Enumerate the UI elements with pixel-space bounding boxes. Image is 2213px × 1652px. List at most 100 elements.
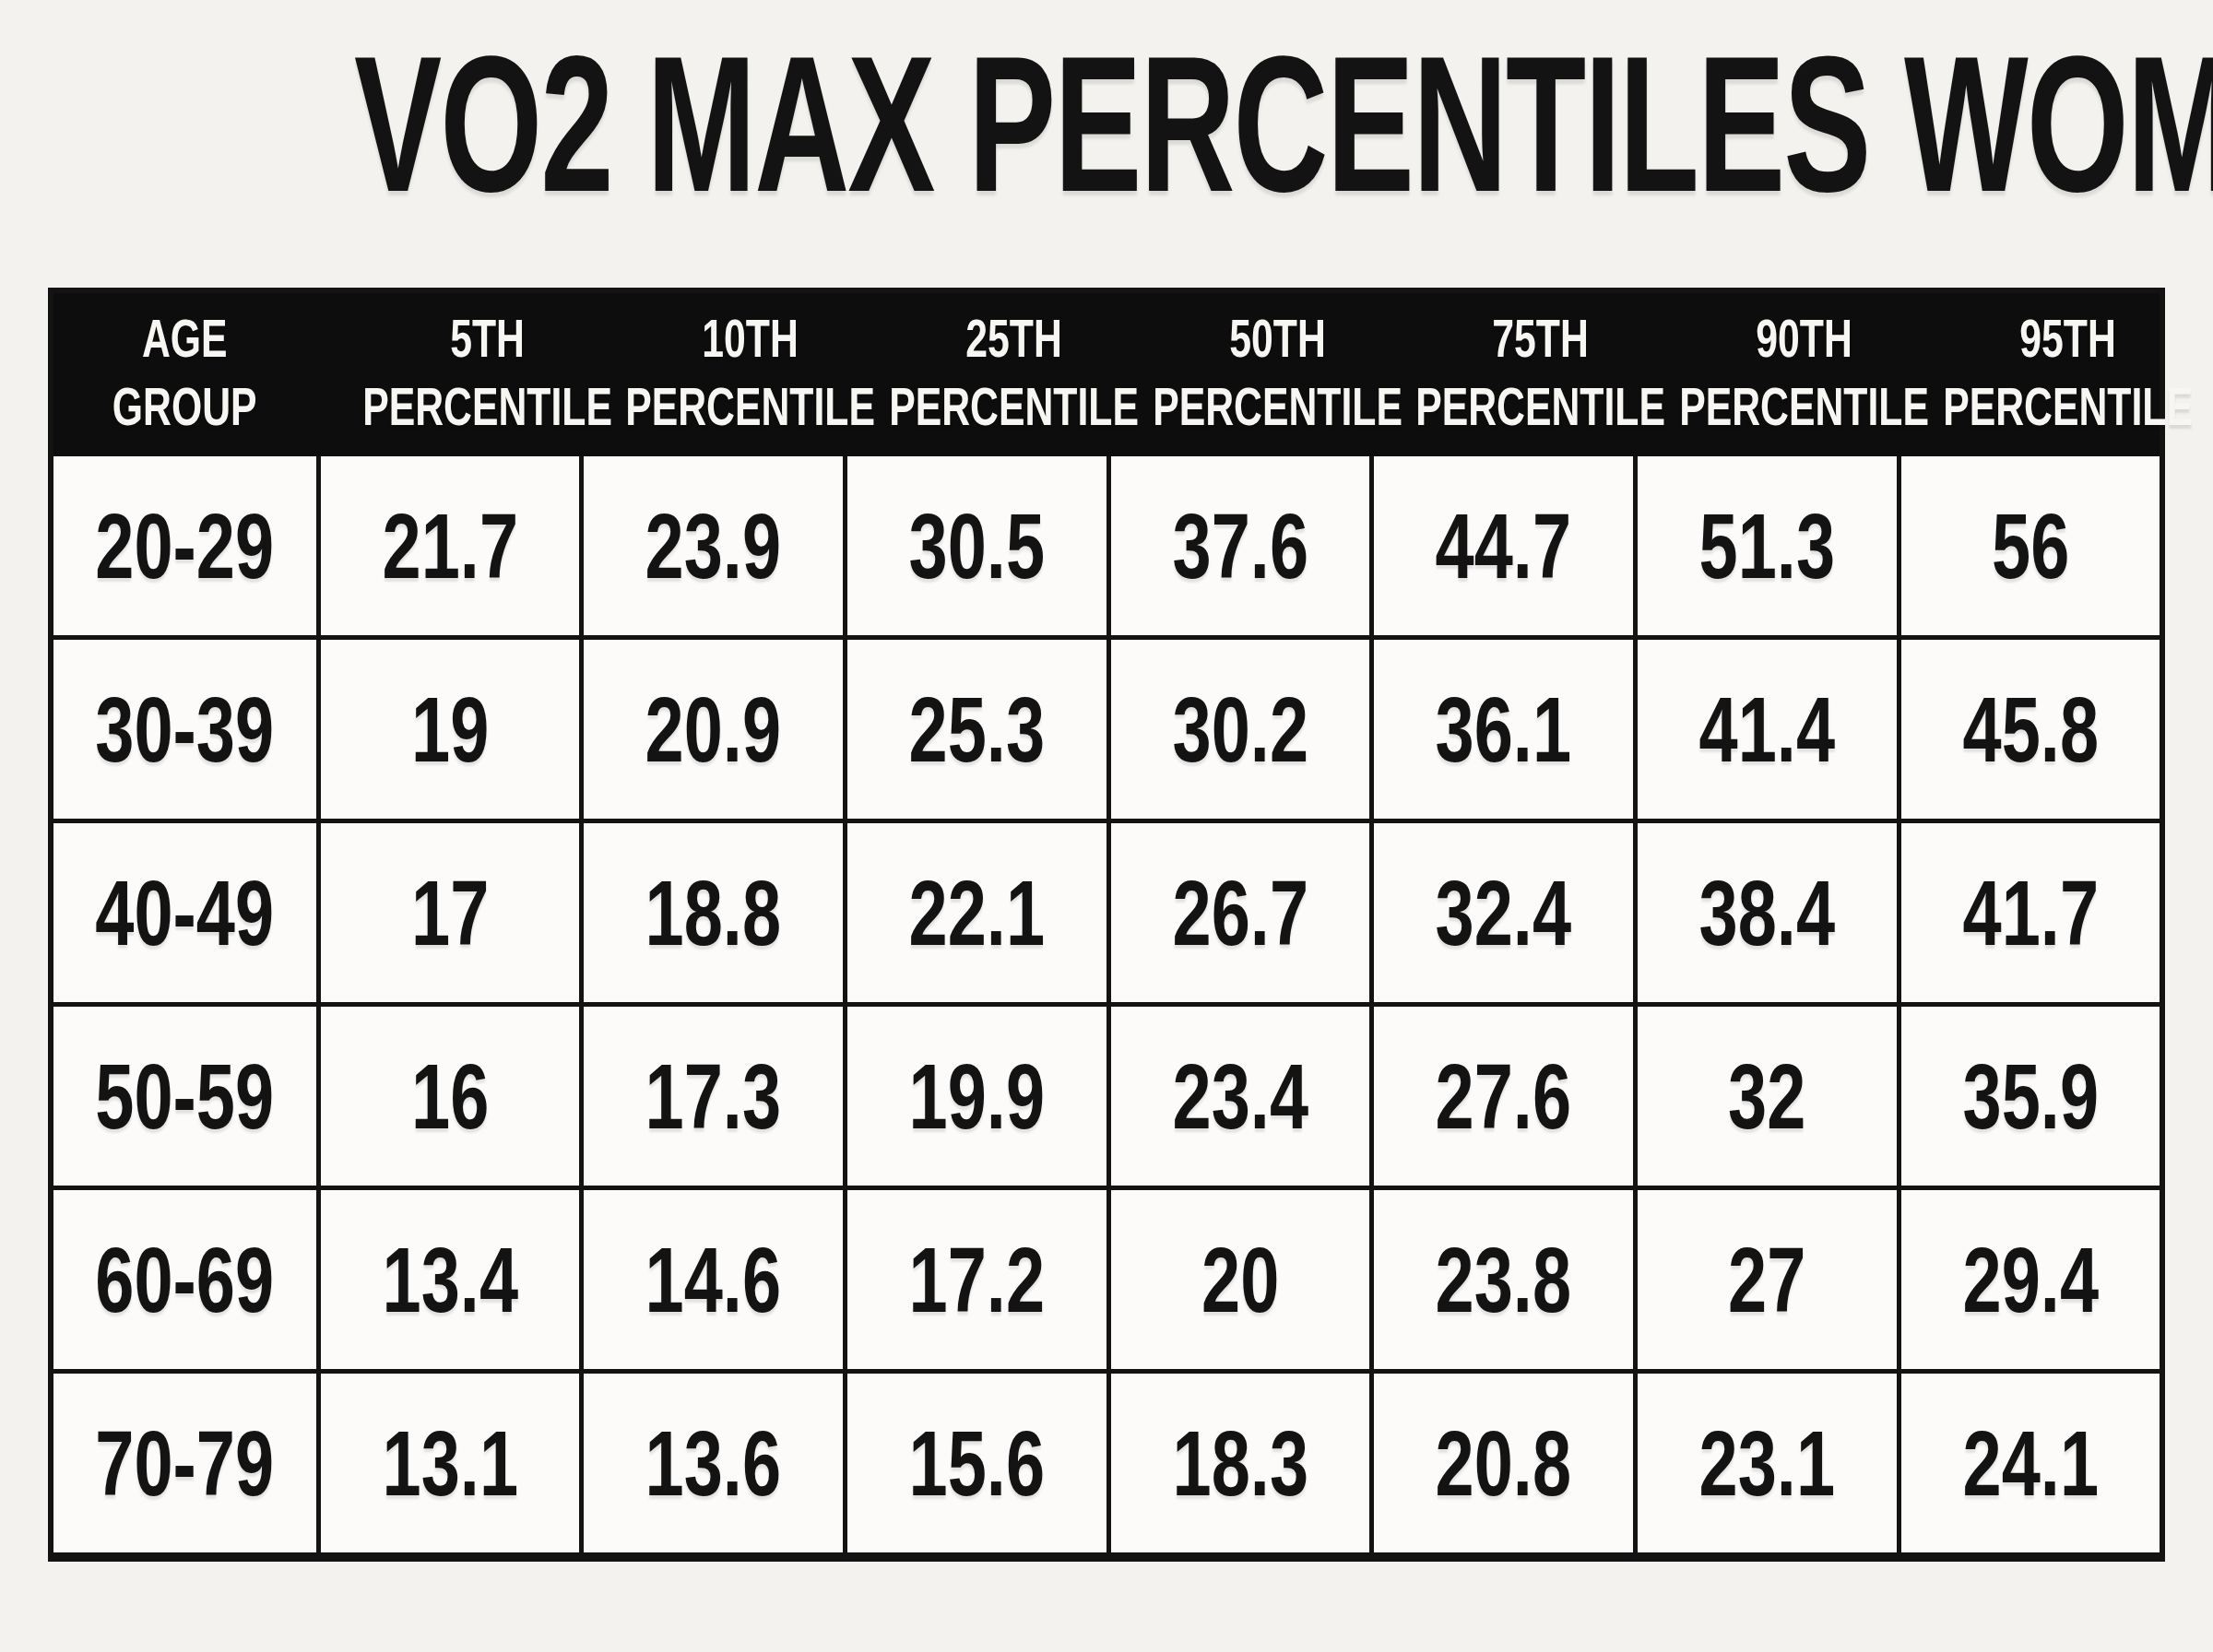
table-row-20-29: 20-29 21.7 23.9 30.5 37.6 44.7 51.3 56 [51,454,2162,638]
age-group-cell: 60-69 [51,1188,318,1372]
age-group-label: 40-49 [95,860,274,966]
value-cell: 41.7 [1899,821,2162,1005]
value-label: 23.1 [1699,1410,1835,1516]
value-label: 35.9 [1962,1044,2098,1150]
value-label: 41.7 [1962,860,2098,966]
value-cell: 38.4 [1636,821,1899,1005]
column-header-label: 95TH PERCENTILE [1943,304,2193,441]
value-cell: 30.2 [1108,638,1372,821]
value-label: 23.8 [1436,1227,1571,1333]
value-label: 56 [1992,493,2069,599]
column-header-10th-percentile: 10TH PERCENTILE [582,290,846,454]
value-cell: 41.4 [1636,638,1899,821]
value-cell: 27.6 [1372,1005,1636,1188]
value-cell: 32 [1636,1005,1899,1188]
value-cell: 44.7 [1372,454,1636,638]
value-label: 45.8 [1962,677,2098,783]
column-header-95th-percentile: 95TH PERCENTILE [1899,290,2162,454]
value-label: 30.2 [1172,677,1308,783]
value-label: 27 [1728,1227,1805,1333]
column-header-label: 5TH PERCENTILE [362,304,612,441]
column-header-90th-percentile: 90TH PERCENTILE [1636,290,1899,454]
value-cell: 32.4 [1372,821,1636,1005]
table-row-70-79: 70-79 13.1 13.6 15.6 18.3 20.8 23.1 24.1 [51,1372,2162,1558]
value-label: 32 [1728,1044,1805,1150]
value-label: 29.4 [1962,1227,2098,1333]
header-row: AGE GROUP 5TH PERCENTILE 10TH PERCENTILE… [51,290,2162,454]
table-row-30-39: 30-39 19 20.9 25.3 30.2 36.1 41.4 45.8 [51,638,2162,821]
value-label: 20.9 [645,677,781,783]
value-label: 38.4 [1699,860,1835,966]
value-label: 18.8 [645,860,781,966]
value-label: 14.6 [645,1227,781,1333]
page-title: VO2 MAX PERCENTILES WOMEN [354,28,1859,221]
value-label: 17.3 [645,1044,781,1150]
value-cell: 23.9 [582,454,846,638]
column-header-label: 90TH PERCENTILE [1679,304,1929,441]
value-label: 19 [411,677,489,783]
value-cell: 36.1 [1372,638,1636,821]
value-cell: 23.8 [1372,1188,1636,1372]
value-label: 32.4 [1436,860,1571,966]
value-label: 15.6 [909,1410,1045,1516]
column-header-label: 25TH PERCENTILE [889,304,1139,441]
column-header-5th-percentile: 5TH PERCENTILE [318,290,582,454]
table-row-50-59: 50-59 16 17.3 19.9 23.4 27.6 32 35.9 [51,1005,2162,1188]
value-cell: 23.4 [1108,1005,1372,1188]
value-cell: 14.6 [582,1188,846,1372]
value-cell: 27 [1636,1188,1899,1372]
age-group-cell: 50-59 [51,1005,318,1188]
age-group-cell: 70-79 [51,1372,318,1558]
value-cell: 13.4 [318,1188,582,1372]
value-label: 51.3 [1699,493,1835,599]
column-header-label: 50TH PERCENTILE [1153,304,1402,441]
age-group-cell: 20-29 [51,454,318,638]
value-label: 23.9 [645,493,781,599]
value-cell: 13.1 [318,1372,582,1558]
value-cell: 45.8 [1899,638,2162,821]
value-cell: 19.9 [845,1005,1108,1188]
infographic-page: VO2 MAX PERCENTILES WOMEN AGE GROUP 5TH … [0,28,2213,1652]
value-label: 20.8 [1436,1410,1571,1516]
value-cell: 23.1 [1636,1372,1899,1558]
value-label: 17.2 [909,1227,1045,1333]
value-cell: 18.8 [582,821,846,1005]
age-group-label: 30-39 [95,677,274,783]
value-cell: 13.6 [582,1372,846,1558]
table-row-40-49: 40-49 17 18.8 22.1 26.7 32.4 38.4 41.7 [51,821,2162,1005]
value-label: 17 [411,860,489,966]
value-cell: 35.9 [1899,1005,2162,1188]
value-label: 37.6 [1172,493,1308,599]
table-row-60-69: 60-69 13.4 14.6 17.2 20 23.8 27 29.4 [51,1188,2162,1372]
value-label: 27.6 [1436,1044,1571,1150]
value-cell: 25.3 [845,638,1108,821]
table-body: 20-29 21.7 23.9 30.5 37.6 44.7 51.3 56 3… [51,454,2162,1558]
age-group-cell: 30-39 [51,638,318,821]
value-cell: 24.1 [1899,1372,2162,1558]
age-group-cell: 40-49 [51,821,318,1005]
age-group-label: 60-69 [95,1227,274,1333]
value-label: 44.7 [1436,493,1571,599]
value-cell: 22.1 [845,821,1108,1005]
value-cell: 20 [1108,1188,1372,1372]
value-label: 13.1 [382,1410,517,1516]
value-cell: 17.2 [845,1188,1108,1372]
value-label: 21.7 [382,493,517,599]
value-cell: 16 [318,1005,582,1188]
value-cell: 17 [318,821,582,1005]
value-cell: 26.7 [1108,821,1372,1005]
value-cell: 56 [1899,454,2162,638]
value-label: 30.5 [909,493,1045,599]
value-cell: 30.5 [845,454,1108,638]
value-cell: 18.3 [1108,1372,1372,1558]
column-header-label: AGE GROUP [87,304,283,441]
value-cell: 51.3 [1636,454,1899,638]
value-label: 20 [1201,1227,1279,1333]
value-cell: 20.8 [1372,1372,1636,1558]
column-header-label: 75TH PERCENTILE [1415,304,1665,441]
value-label: 41.4 [1699,677,1835,783]
value-cell: 19 [318,638,582,821]
value-cell: 37.6 [1108,454,1372,638]
column-header-age-group: AGE GROUP [51,290,318,454]
page-title-text: VO2 MAX PERCENTILES WOMEN [354,16,2213,232]
